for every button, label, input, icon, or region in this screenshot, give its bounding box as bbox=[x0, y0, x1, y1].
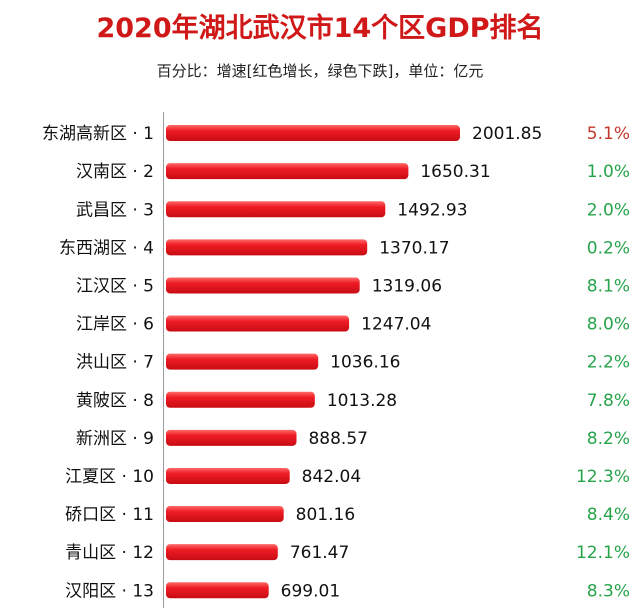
value-label: 1492.93 bbox=[397, 200, 467, 220]
category-label: 硚口区 · 11 bbox=[65, 505, 154, 525]
category-label: 汉南区 · 2 bbox=[76, 162, 154, 182]
category-label: 江岸区 · 6 bbox=[76, 315, 154, 335]
growth-label: 8.4% bbox=[587, 505, 630, 525]
value-label: 1370.17 bbox=[379, 238, 449, 258]
growth-label: 2.0% bbox=[587, 200, 630, 220]
bar bbox=[166, 277, 360, 294]
bar bbox=[166, 315, 350, 332]
value-label: 2001.85 bbox=[472, 124, 542, 144]
growth-label: 8.2% bbox=[587, 429, 630, 449]
bar bbox=[166, 429, 297, 446]
bar bbox=[166, 125, 460, 142]
growth-label: 7.8% bbox=[587, 391, 630, 411]
bar bbox=[166, 582, 269, 599]
category-label: 东湖高新区 · 1 bbox=[42, 124, 154, 144]
growth-label: 12.1% bbox=[576, 543, 630, 563]
category-label: 青山区 · 12 bbox=[65, 543, 154, 563]
value-label: 1650.31 bbox=[420, 162, 490, 182]
bar bbox=[166, 239, 368, 256]
bar bbox=[166, 163, 409, 180]
category-label: 东西湖区 · 4 bbox=[59, 238, 154, 258]
growth-label: 12.3% bbox=[576, 467, 630, 487]
growth-label: 2.2% bbox=[587, 353, 630, 373]
category-axis-line bbox=[163, 112, 164, 608]
value-label: 1319.06 bbox=[372, 276, 442, 296]
value-label: 888.57 bbox=[308, 429, 367, 449]
value-label: 699.01 bbox=[281, 581, 340, 601]
category-label: 黄陂区 · 8 bbox=[76, 391, 154, 411]
chart-title: 2020年湖北武汉市14个区GDP排名 bbox=[96, 13, 544, 44]
category-label: 江汉区 · 5 bbox=[76, 276, 154, 296]
value-label: 842.04 bbox=[302, 467, 361, 487]
growth-label: 8.0% bbox=[587, 315, 630, 335]
growth-label: 8.3% bbox=[587, 581, 630, 601]
value-label: 801.16 bbox=[296, 505, 355, 525]
bar bbox=[166, 467, 290, 484]
category-label: 新洲区 · 9 bbox=[76, 429, 154, 449]
growth-label: 1.0% bbox=[587, 162, 630, 182]
bar bbox=[166, 544, 278, 561]
category-label: 江夏区 · 10 bbox=[65, 467, 154, 487]
growth-label: 5.1% bbox=[587, 124, 630, 144]
value-label: 761.47 bbox=[290, 543, 349, 563]
category-label: 汉阳区 · 13 bbox=[65, 581, 154, 601]
value-label: 1013.28 bbox=[327, 391, 397, 411]
bar bbox=[166, 201, 386, 218]
bar bbox=[166, 506, 284, 523]
value-label: 1036.16 bbox=[330, 353, 400, 373]
chart-subtitle: 百分比：增速[红色增长，绿色下跌]，单位：亿元 bbox=[156, 62, 484, 80]
category-label: 洪山区 · 7 bbox=[76, 353, 154, 373]
category-label: 武昌区 · 3 bbox=[76, 200, 154, 220]
bar bbox=[166, 353, 319, 370]
value-label: 1247.04 bbox=[361, 315, 431, 335]
growth-label: 8.1% bbox=[587, 276, 630, 296]
bar bbox=[166, 391, 315, 408]
growth-label: 0.2% bbox=[587, 238, 630, 258]
